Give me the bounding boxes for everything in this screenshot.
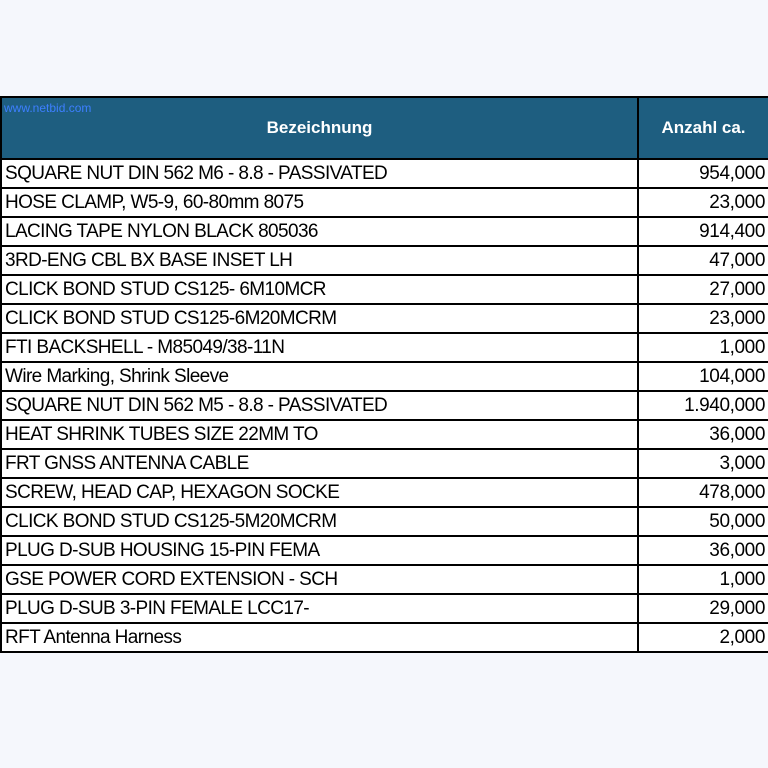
table-row: SCREW, HEAD CAP, HEXAGON SOCKE 478,000 [0, 477, 768, 508]
part-name-cell: PLUG D-SUB HOUSING 15-PIN FEMA [0, 535, 639, 566]
part-name-cell: RFT Antenna Harness [0, 622, 639, 653]
table-row: PLUG D-SUB 3-PIN FEMALE LCC17- 29,000 [0, 593, 768, 624]
part-name-cell: CLICK BOND STUD CS125-6M20MCRM [0, 303, 639, 334]
quantity-cell: 36,000 [637, 419, 768, 450]
table-row: SQUARE NUT DIN 562 M6 - 8.8 - PASSIVATED… [0, 158, 768, 189]
table-row: CLICK BOND STUD CS125- 6M10MCR 27,000 [0, 274, 768, 305]
quantity-cell: 478,000 [637, 477, 768, 508]
header-row: www.netbid.com Bezeichnung Anzahl ca. [0, 96, 768, 160]
table-row: GSE POWER CORD EXTENSION - SCH 1,000 [0, 564, 768, 595]
table-row: FRT GNSS ANTENNA CABLE 3,000 [0, 448, 768, 479]
part-name-cell: CLICK BOND STUD CS125- 6M10MCR [0, 274, 639, 305]
table-row: SQUARE NUT DIN 562 M5 - 8.8 - PASSIVATED… [0, 390, 768, 421]
table-row: LACING TAPE NYLON BLACK 805036 914,400 [0, 216, 768, 247]
part-name-cell: HEAT SHRINK TUBES SIZE 22MM TO [0, 419, 639, 450]
part-name-cell: GSE POWER CORD EXTENSION - SCH [0, 564, 639, 595]
part-name-cell: 3RD-ENG CBL BX BASE INSET LH [0, 245, 639, 276]
quantity-cell: 1.940,000 [637, 390, 768, 421]
table-row: CLICK BOND STUD CS125-6M20MCRM 23,000 [0, 303, 768, 334]
table-row: HEAT SHRINK TUBES SIZE 22MM TO 36,000 [0, 419, 768, 450]
part-name-cell: LACING TAPE NYLON BLACK 805036 [0, 216, 639, 247]
part-name-cell: FTI BACKSHELL - M85049/38-11N [0, 332, 639, 363]
part-name-cell: Wire Marking, Shrink Sleeve [0, 361, 639, 392]
quantity-cell: 914,400 [637, 216, 768, 247]
table-row: Wire Marking, Shrink Sleeve 104,000 [0, 361, 768, 392]
quantity-cell: 50,000 [637, 506, 768, 537]
header-quantity-cell: Anzahl ca. [637, 96, 768, 160]
header-quantity-label: Anzahl ca. [661, 118, 746, 137]
part-name-cell: FRT GNSS ANTENNA CABLE [0, 448, 639, 479]
part-name-cell: SQUARE NUT DIN 562 M5 - 8.8 - PASSIVATED [0, 390, 639, 421]
quantity-cell: 29,000 [637, 593, 768, 624]
part-name-cell: PLUG D-SUB 3-PIN FEMALE LCC17- [0, 593, 639, 624]
quantity-cell: 954,000 [637, 158, 768, 189]
quantity-cell: 23,000 [637, 187, 768, 218]
quantity-cell: 1,000 [637, 564, 768, 595]
quantity-cell: 36,000 [637, 535, 768, 566]
quantity-cell: 104,000 [637, 361, 768, 392]
header-name-cell: www.netbid.com Bezeichnung [0, 96, 639, 160]
table-row: RFT Antenna Harness 2,000 [0, 622, 768, 653]
part-name-cell: SCREW, HEAD CAP, HEXAGON SOCKE [0, 477, 639, 508]
part-name-cell: SQUARE NUT DIN 562 M6 - 8.8 - PASSIVATED [0, 158, 639, 189]
table-row: HOSE CLAMP, W5-9, 60-80mm 8075 23,000 [0, 187, 768, 218]
quantity-cell: 23,000 [637, 303, 768, 334]
table-row: 3RD-ENG CBL BX BASE INSET LH 47,000 [0, 245, 768, 276]
part-name-cell: CLICK BOND STUD CS125-5M20MCRM [0, 506, 639, 537]
watermark-text: www.netbid.com [4, 101, 92, 115]
quantity-cell: 1,000 [637, 332, 768, 363]
header-name-label: Bezeichnung [266, 118, 373, 137]
parts-sheet: www.netbid.com Bezeichnung Anzahl ca. SQ… [0, 96, 768, 653]
quantity-cell: 2,000 [637, 622, 768, 653]
quantity-cell: 3,000 [637, 448, 768, 479]
quantity-cell: 47,000 [637, 245, 768, 276]
table-body: SQUARE NUT DIN 562 M6 - 8.8 - PASSIVATED… [0, 158, 768, 653]
quantity-cell: 27,000 [637, 274, 768, 305]
table-row: PLUG D-SUB HOUSING 15-PIN FEMA 36,000 [0, 535, 768, 566]
table-row: CLICK BOND STUD CS125-5M20MCRM 50,000 [0, 506, 768, 537]
part-name-cell: HOSE CLAMP, W5-9, 60-80mm 8075 [0, 187, 639, 218]
table-header: www.netbid.com Bezeichnung Anzahl ca. [0, 96, 768, 160]
table-row: FTI BACKSHELL - M85049/38-11N 1,000 [0, 332, 768, 363]
parts-table: www.netbid.com Bezeichnung Anzahl ca. SQ… [0, 96, 768, 653]
